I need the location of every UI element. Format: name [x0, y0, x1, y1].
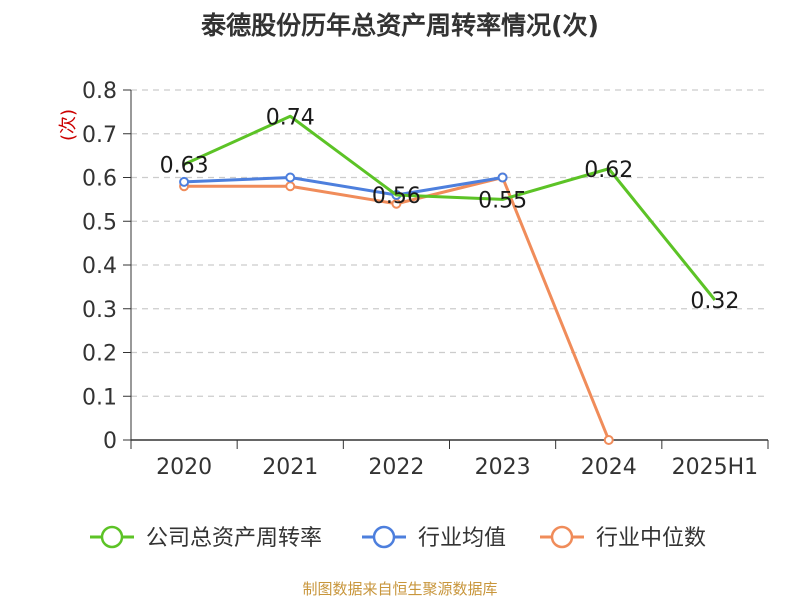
series-line: [183, 114, 717, 301]
legend-marker: [100, 525, 124, 549]
y-tick-label: 0.7: [82, 123, 117, 148]
source-note: 制图数据来自恒生聚源数据库: [302, 580, 498, 598]
y-tick-label: 0.6: [82, 167, 117, 192]
x-tick-label: 2025H1: [672, 455, 759, 480]
chart-title: 泰德股份历年总资产周转率情况(次): [201, 11, 599, 40]
data-point: [179, 176, 190, 187]
y-tick-label: 0.5: [82, 210, 117, 235]
legend-label: 公司总资产周转率: [146, 526, 322, 551]
legend-marker: [372, 525, 396, 549]
series-line: [184, 176, 503, 197]
y-tick-label: 0.3: [82, 298, 117, 323]
legend-marker: [550, 525, 574, 549]
y-tick-label: 0: [103, 429, 117, 454]
x-tick-label: 2022: [368, 455, 424, 480]
x-tick-label: 2020: [156, 455, 212, 480]
y-tick-label: 0.8: [82, 79, 117, 104]
y-axis-label: (次): [58, 109, 79, 141]
data-point: [285, 181, 296, 192]
data-label: 0.63: [160, 153, 209, 178]
data-label: 0.74: [266, 105, 315, 130]
x-tick-label: 2021: [262, 455, 318, 480]
y-tick-label: 0.4: [82, 254, 117, 279]
x-tick-label: 2023: [475, 455, 531, 480]
y-tick-label: 0.2: [82, 342, 117, 367]
data-label: 0.56: [372, 184, 421, 209]
y-tick-label: 0.1: [82, 385, 117, 410]
data-label: 0.55: [478, 188, 527, 213]
data-label: 0.62: [584, 158, 633, 183]
data-point: [285, 172, 296, 183]
legend-label: 行业中位数: [596, 526, 706, 551]
legend-label: 行业均值: [418, 526, 506, 551]
data-point: [497, 172, 508, 183]
x-tick-label: 2024: [581, 455, 637, 480]
data-point: [603, 435, 614, 445]
data-label: 0.32: [690, 289, 739, 314]
